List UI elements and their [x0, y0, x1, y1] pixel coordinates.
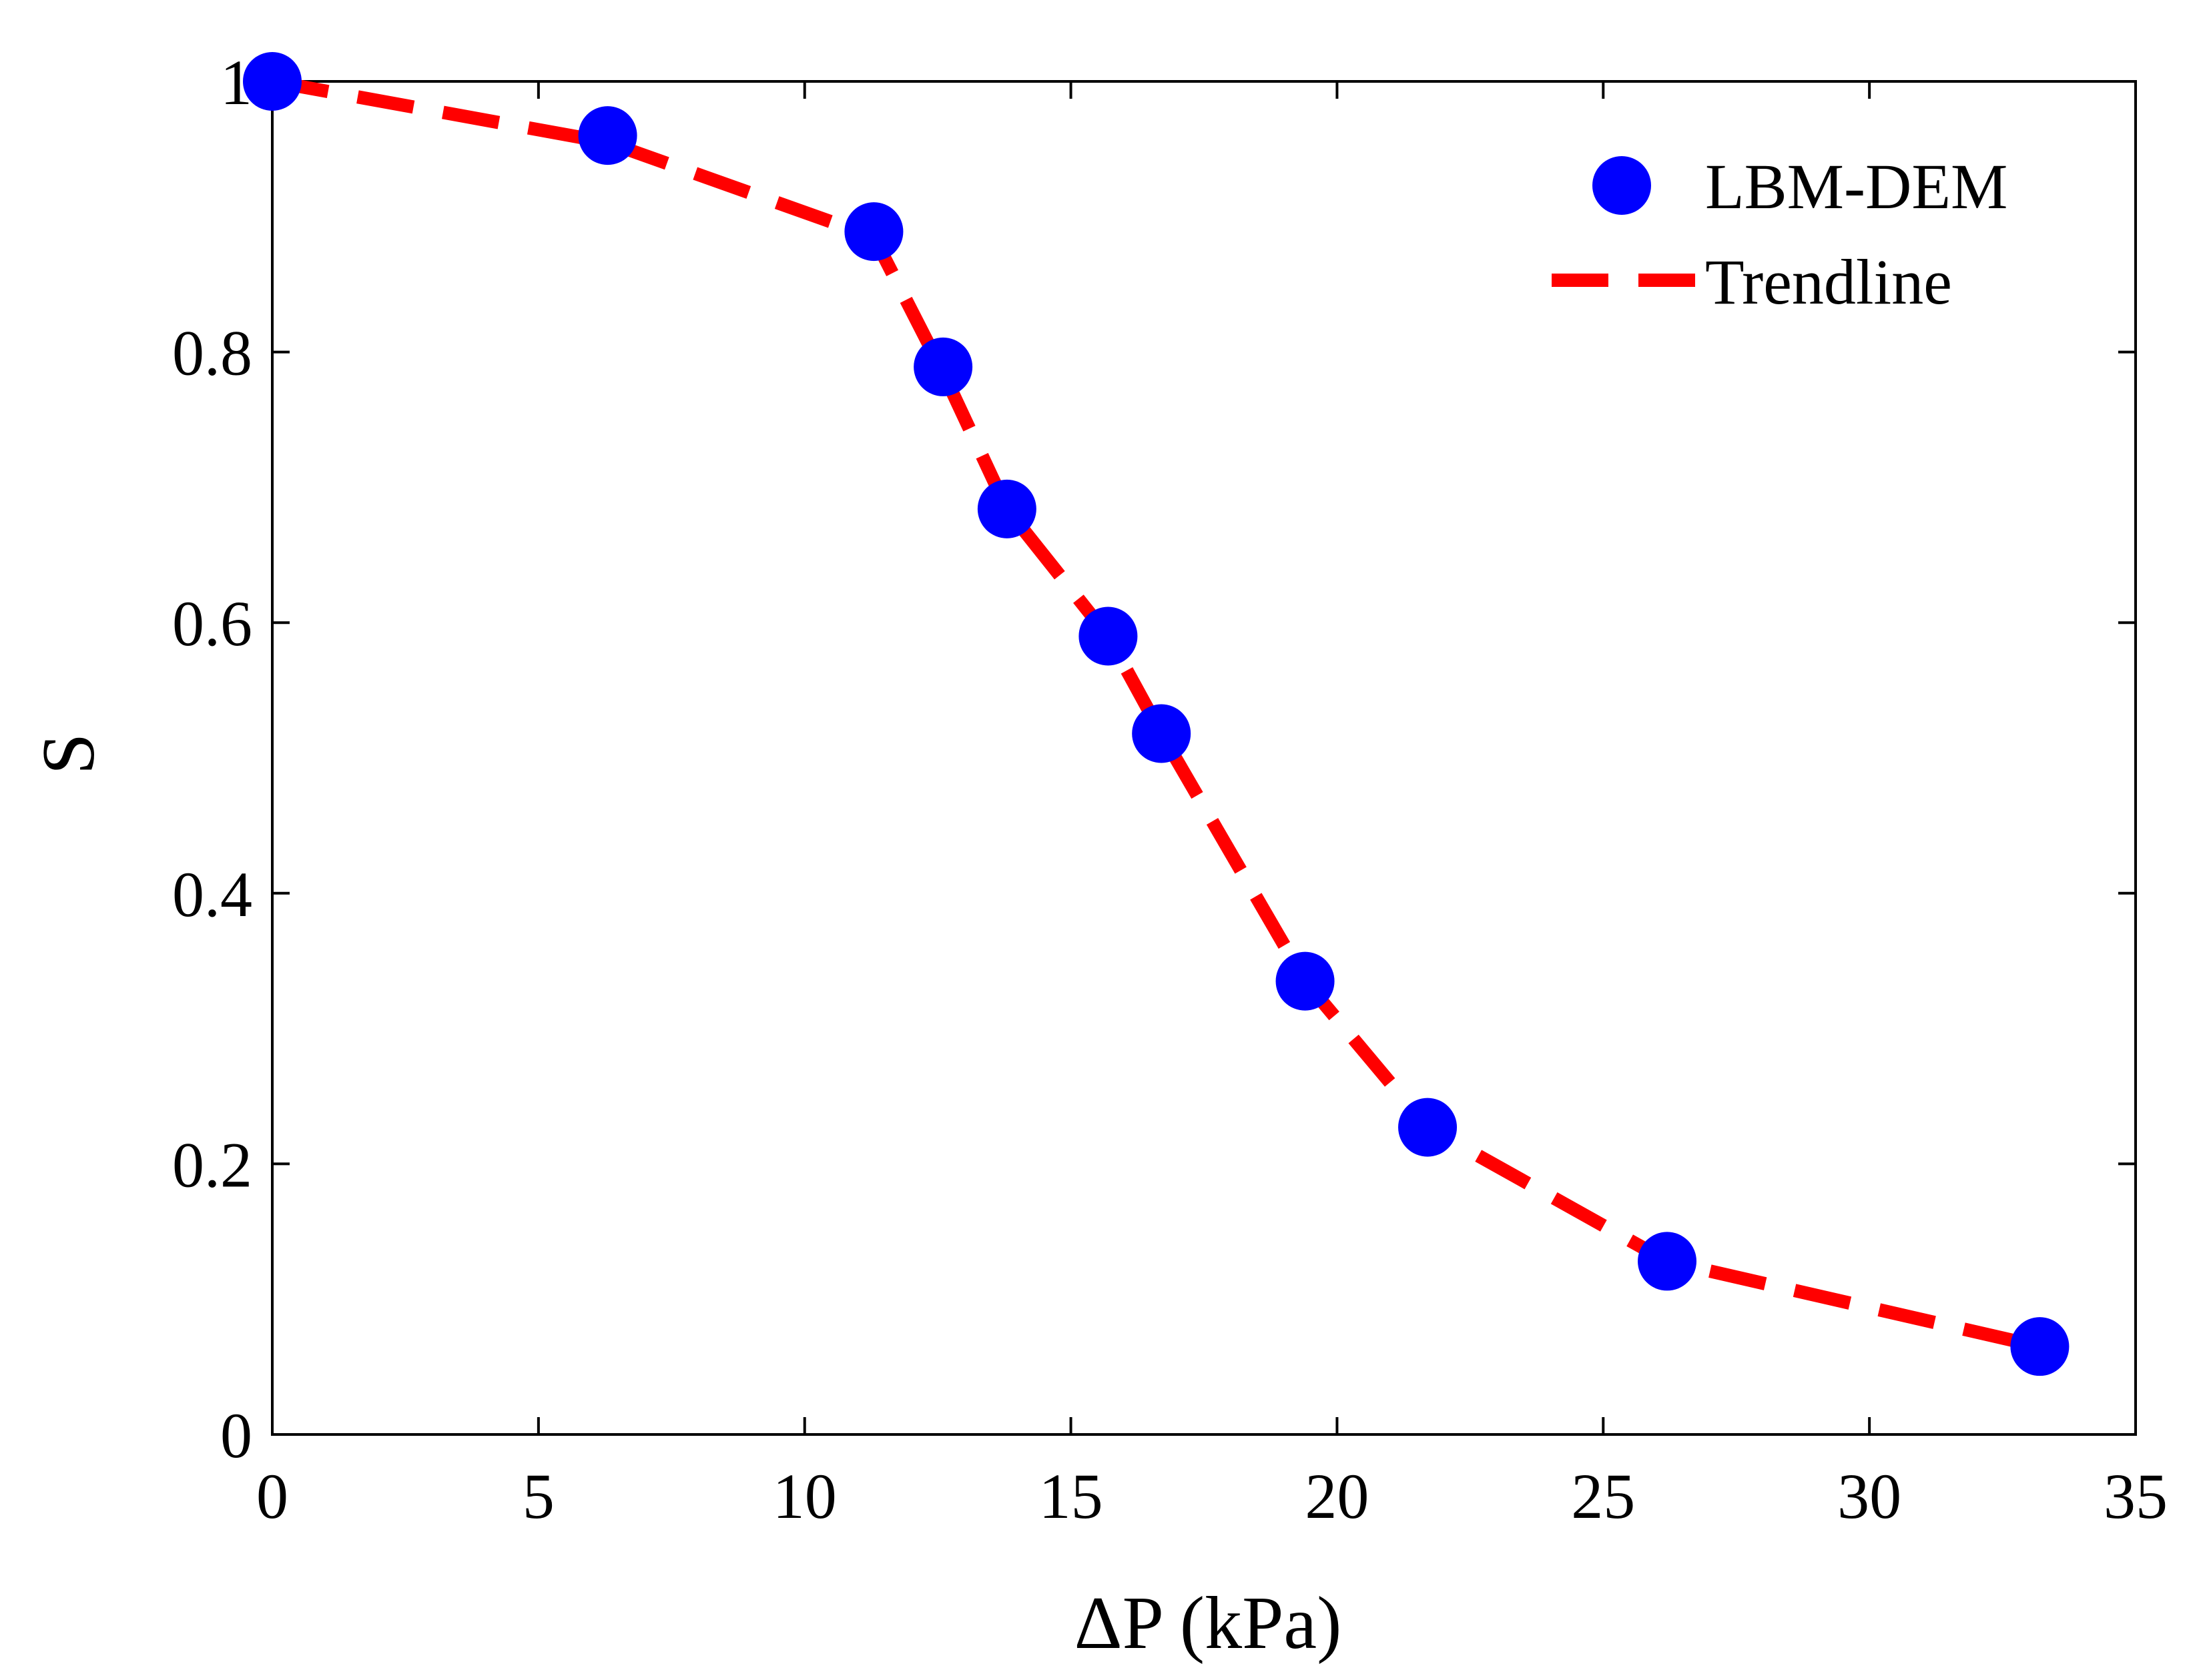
- data-point: [1398, 1098, 1458, 1157]
- y-tick-label: 0.6: [172, 588, 252, 659]
- y-tick-label: 0.2: [172, 1129, 252, 1200]
- data-points-layer: [243, 52, 2070, 1376]
- x-tick-label: 15: [1039, 1460, 1103, 1532]
- legend: LBM-DEM Trendline: [1552, 151, 2007, 318]
- legend-label-trendline: Trendline: [1705, 246, 1952, 318]
- x-tick-label: 20: [1305, 1460, 1369, 1532]
- x-tick-label: 30: [1837, 1460, 1901, 1532]
- legend-marker-lbm-dem: [1592, 156, 1651, 215]
- axis-ticks: [271, 80, 2137, 1436]
- x-tick-label: 5: [523, 1460, 555, 1532]
- y-axis-title: S: [27, 733, 110, 775]
- data-point: [1132, 704, 1191, 763]
- plot-frame: [271, 80, 2137, 1436]
- plot-area: [271, 80, 2137, 1436]
- x-tick-label: 0: [256, 1460, 288, 1532]
- y-tick-label: 1: [220, 47, 252, 118]
- x-tick-label: 25: [1571, 1460, 1635, 1532]
- y-tick-label: 0.4: [172, 859, 252, 930]
- data-point: [977, 479, 1036, 538]
- data-point: [1275, 951, 1335, 1011]
- data-point: [243, 52, 302, 111]
- y-tick-label: 0.8: [172, 318, 252, 389]
- x-tick-label: 35: [2104, 1460, 2168, 1532]
- data-point: [914, 337, 973, 396]
- legend-label-lbm-dem: LBM-DEM: [1705, 151, 2007, 222]
- data-point: [1638, 1232, 1697, 1291]
- data-point: [1078, 606, 1138, 666]
- data-point: [578, 106, 637, 165]
- x-tick-label: 10: [773, 1460, 837, 1532]
- tick-labels: 0 5 10 15 20 25 30 35 0 0.2 0.4 0.6 0.8 1: [172, 47, 2168, 1532]
- data-point: [844, 202, 904, 262]
- y-tick-label: 0: [220, 1400, 252, 1471]
- x-axis-title: ΔP (kPa): [1074, 1582, 1342, 1665]
- data-point: [2010, 1317, 2070, 1376]
